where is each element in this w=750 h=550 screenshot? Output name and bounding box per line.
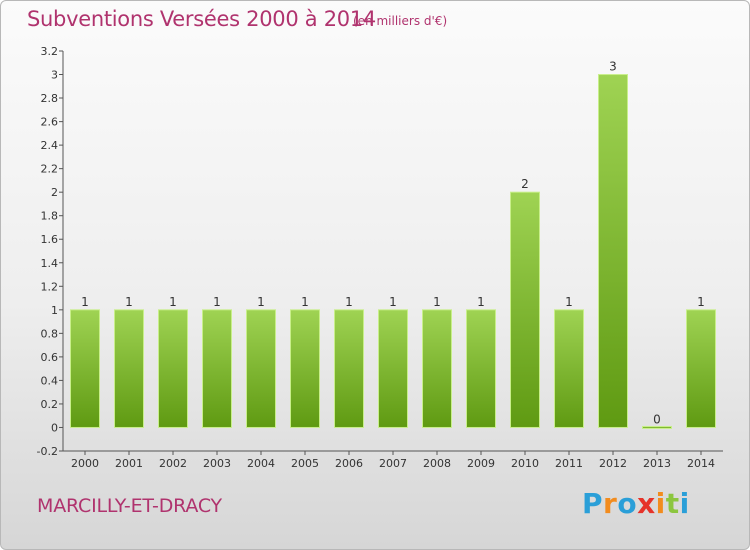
bar-2012 xyxy=(598,74,628,428)
x-tick-label-2012: 2012 xyxy=(599,457,627,470)
bar-2013 xyxy=(642,425,672,429)
data-label-2014: 1 xyxy=(697,295,705,309)
x-tick-label-2011: 2011 xyxy=(555,457,583,470)
x-tick-label-2004: 2004 xyxy=(247,457,275,470)
y-tick-label: -0.2 xyxy=(37,445,58,458)
x-tick-label-2009: 2009 xyxy=(467,457,495,470)
y-tick-label: 1 xyxy=(51,304,58,317)
logo-letter: t xyxy=(665,487,680,520)
y-tick-label: 2 xyxy=(51,186,58,199)
x-tick-label-2008: 2008 xyxy=(423,457,451,470)
y-tick-label: 2.2 xyxy=(41,163,59,176)
data-label-2003: 1 xyxy=(213,295,221,309)
bar-2005 xyxy=(290,309,320,428)
x-tick-label-2006: 2006 xyxy=(335,457,363,470)
bar-2014 xyxy=(686,309,716,428)
data-label-2009: 1 xyxy=(477,295,485,309)
x-tick-label-2000: 2000 xyxy=(71,457,99,470)
data-label-2006: 1 xyxy=(345,295,353,309)
logo-letter: o xyxy=(617,487,638,520)
y-tick-label: 3.2 xyxy=(41,45,59,58)
y-tick-label: 0.6 xyxy=(41,351,59,364)
y-tick-label: 1.2 xyxy=(41,280,59,293)
data-label-2008: 1 xyxy=(433,295,441,309)
x-tick-label-2007: 2007 xyxy=(379,457,407,470)
x-tick-label-2014: 2014 xyxy=(687,457,715,470)
bar-2011 xyxy=(554,309,584,428)
bar-2009 xyxy=(466,309,496,428)
logo-letter: x xyxy=(637,487,656,520)
y-tick-label: 1.4 xyxy=(41,257,59,270)
y-tick-label: 2.8 xyxy=(41,92,59,105)
commune-name: MARCILLY-ET-DRACY xyxy=(37,495,222,517)
x-tick-label-2010: 2010 xyxy=(511,457,539,470)
data-label-2001: 1 xyxy=(125,295,133,309)
bar-2008 xyxy=(422,309,452,428)
x-tick-label-2002: 2002 xyxy=(159,457,187,470)
y-tick-label: 0.8 xyxy=(41,327,59,340)
y-tick-label: 0.2 xyxy=(41,398,59,411)
bar-2006 xyxy=(334,309,364,428)
data-label-2013: 0 xyxy=(653,412,661,426)
data-label-2010: 2 xyxy=(521,177,529,191)
bar-2003 xyxy=(202,309,232,428)
chart-subtitle: (en milliers d'€) xyxy=(353,14,448,28)
y-tick-label: 0 xyxy=(51,421,58,434)
logo-letter: i xyxy=(655,487,666,520)
data-label-2005: 1 xyxy=(301,295,309,309)
x-tick-label-2005: 2005 xyxy=(291,457,319,470)
chart-title: Subventions Versées 2000 à 2014 xyxy=(27,7,376,31)
y-tick-label: 0.4 xyxy=(41,374,59,387)
bar-2002 xyxy=(158,309,188,428)
data-label-2004: 1 xyxy=(257,295,265,309)
bar-2001 xyxy=(114,309,144,428)
y-tick-label: 2.4 xyxy=(41,139,59,152)
bar-2010 xyxy=(510,191,540,428)
y-tick-label: 1.8 xyxy=(41,210,59,223)
data-label-2002: 1 xyxy=(169,295,177,309)
proxiti-logo: Proxiti xyxy=(582,487,690,520)
logo-letter: i xyxy=(679,487,690,520)
y-tick-label: 1.6 xyxy=(41,233,59,246)
x-tick-label-2013: 2013 xyxy=(643,457,671,470)
bar-2004 xyxy=(246,309,276,428)
y-tick-label: 2.6 xyxy=(41,116,59,129)
bar-2000 xyxy=(70,309,100,428)
x-tick-label-2003: 2003 xyxy=(203,457,231,470)
data-label-2000: 1 xyxy=(81,295,89,309)
bar-2007 xyxy=(378,309,408,428)
data-label-2012: 3 xyxy=(609,60,617,74)
data-label-2011: 1 xyxy=(565,295,573,309)
logo-letter: P xyxy=(582,487,604,520)
data-label-2007: 1 xyxy=(389,295,397,309)
logo-letter: r xyxy=(603,487,618,520)
x-tick-label-2001: 2001 xyxy=(115,457,143,470)
y-tick-label: 3 xyxy=(51,69,58,82)
